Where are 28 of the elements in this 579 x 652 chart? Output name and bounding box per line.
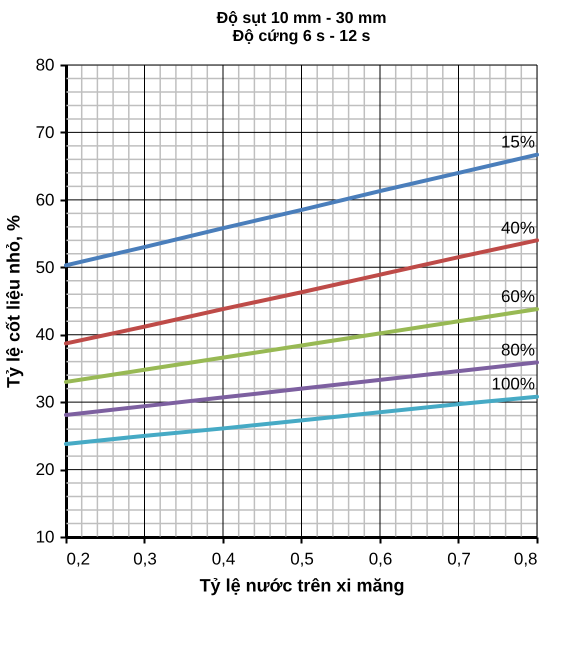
y-tick-label: 60: [36, 190, 54, 210]
y-tick-label: 30: [36, 392, 54, 412]
y-axis-title: Tỷ lệ cốt liệu nhỏ, %: [4, 214, 24, 388]
line-series: [64, 360, 539, 417]
line-series: [64, 152, 539, 268]
series-label: 80%: [500, 340, 535, 360]
series-label: 100%: [492, 374, 535, 394]
x-tick-label: 0,6: [368, 550, 392, 568]
x-axis-title: Tỷ lệ nước trên xi măng: [200, 576, 404, 596]
series-label: 15%: [500, 132, 535, 152]
y-tick-label: 10: [36, 528, 54, 546]
x-tick-label: 0,4: [212, 550, 236, 568]
series-label: 40%: [500, 218, 535, 238]
series-label: 60%: [500, 287, 535, 306]
y-tick-label: 40: [36, 325, 54, 344]
y-tick-label: 20: [36, 460, 54, 480]
x-tick-label: 0,5: [290, 550, 314, 568]
x-tick-label: 0,2: [66, 550, 90, 568]
line-series: [64, 238, 539, 346]
text: Độ sụt 10 mm - 30 mm: [216, 10, 386, 27]
y-tick-label: 70: [36, 122, 54, 142]
x-tick-label: 0,8: [514, 550, 538, 568]
line-series: [64, 394, 539, 446]
y-tick-label: 80: [36, 56, 54, 74]
x-tick-label: 0,3: [133, 550, 157, 568]
x-tick-label: 0,7: [447, 550, 471, 568]
text: Độ cứng 6 s - 12 s: [232, 28, 370, 45]
y-tick-label: 50: [36, 258, 54, 277]
